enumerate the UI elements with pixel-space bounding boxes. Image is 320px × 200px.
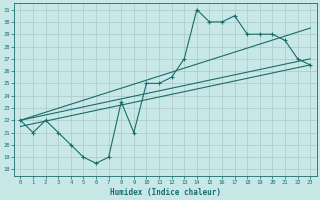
X-axis label: Humidex (Indice chaleur): Humidex (Indice chaleur) [110, 188, 221, 197]
